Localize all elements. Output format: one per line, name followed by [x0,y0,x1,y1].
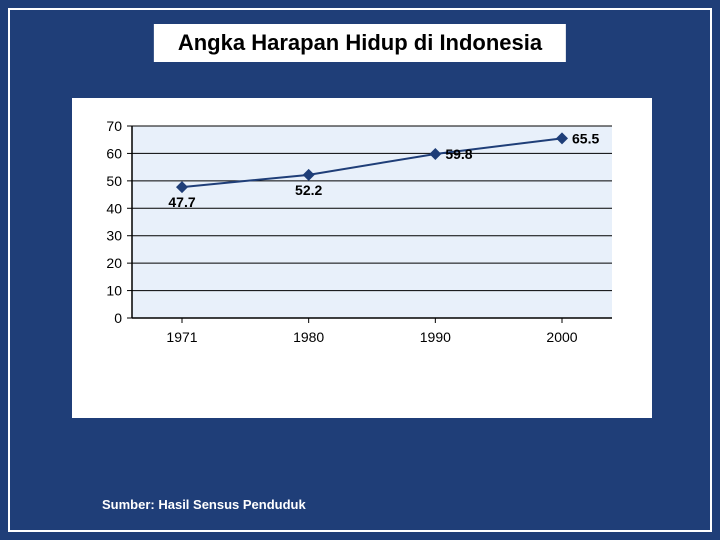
svg-text:1980: 1980 [293,329,324,345]
svg-text:59.8: 59.8 [445,146,472,162]
svg-text:65.5: 65.5 [572,130,599,146]
chart-container: 0 10 20 30 40 50 60 70 1971 1980 1990 2000 47.7 52.2 5… [72,98,652,418]
svg-text:1971: 1971 [166,329,197,345]
svg-text:0: 0 [114,310,122,326]
svg-text:20: 20 [106,255,122,271]
svg-text:30: 30 [106,228,122,244]
line-chart: 0 10 20 30 40 50 60 70 1971 1980 1990 2000 47.7 52.2 5… [72,98,652,418]
svg-text:1990: 1990 [420,329,451,345]
svg-text:60: 60 [106,145,122,161]
svg-text:47.7: 47.7 [168,194,195,210]
svg-text:50: 50 [106,173,122,189]
slide: Angka Harapan Hidup di Indonesia 0 10 20 30… [0,0,720,540]
svg-text:2000: 2000 [546,329,577,345]
chart-title: Angka Harapan Hidup di Indonesia [178,30,542,55]
svg-text:70: 70 [106,118,122,134]
source-text: Sumber: Hasil Sensus Penduduk [102,497,306,512]
svg-text:10: 10 [106,283,122,299]
svg-text:52.2: 52.2 [295,182,322,198]
title-box: Angka Harapan Hidup di Indonesia [154,24,566,62]
svg-text:40: 40 [106,200,122,216]
